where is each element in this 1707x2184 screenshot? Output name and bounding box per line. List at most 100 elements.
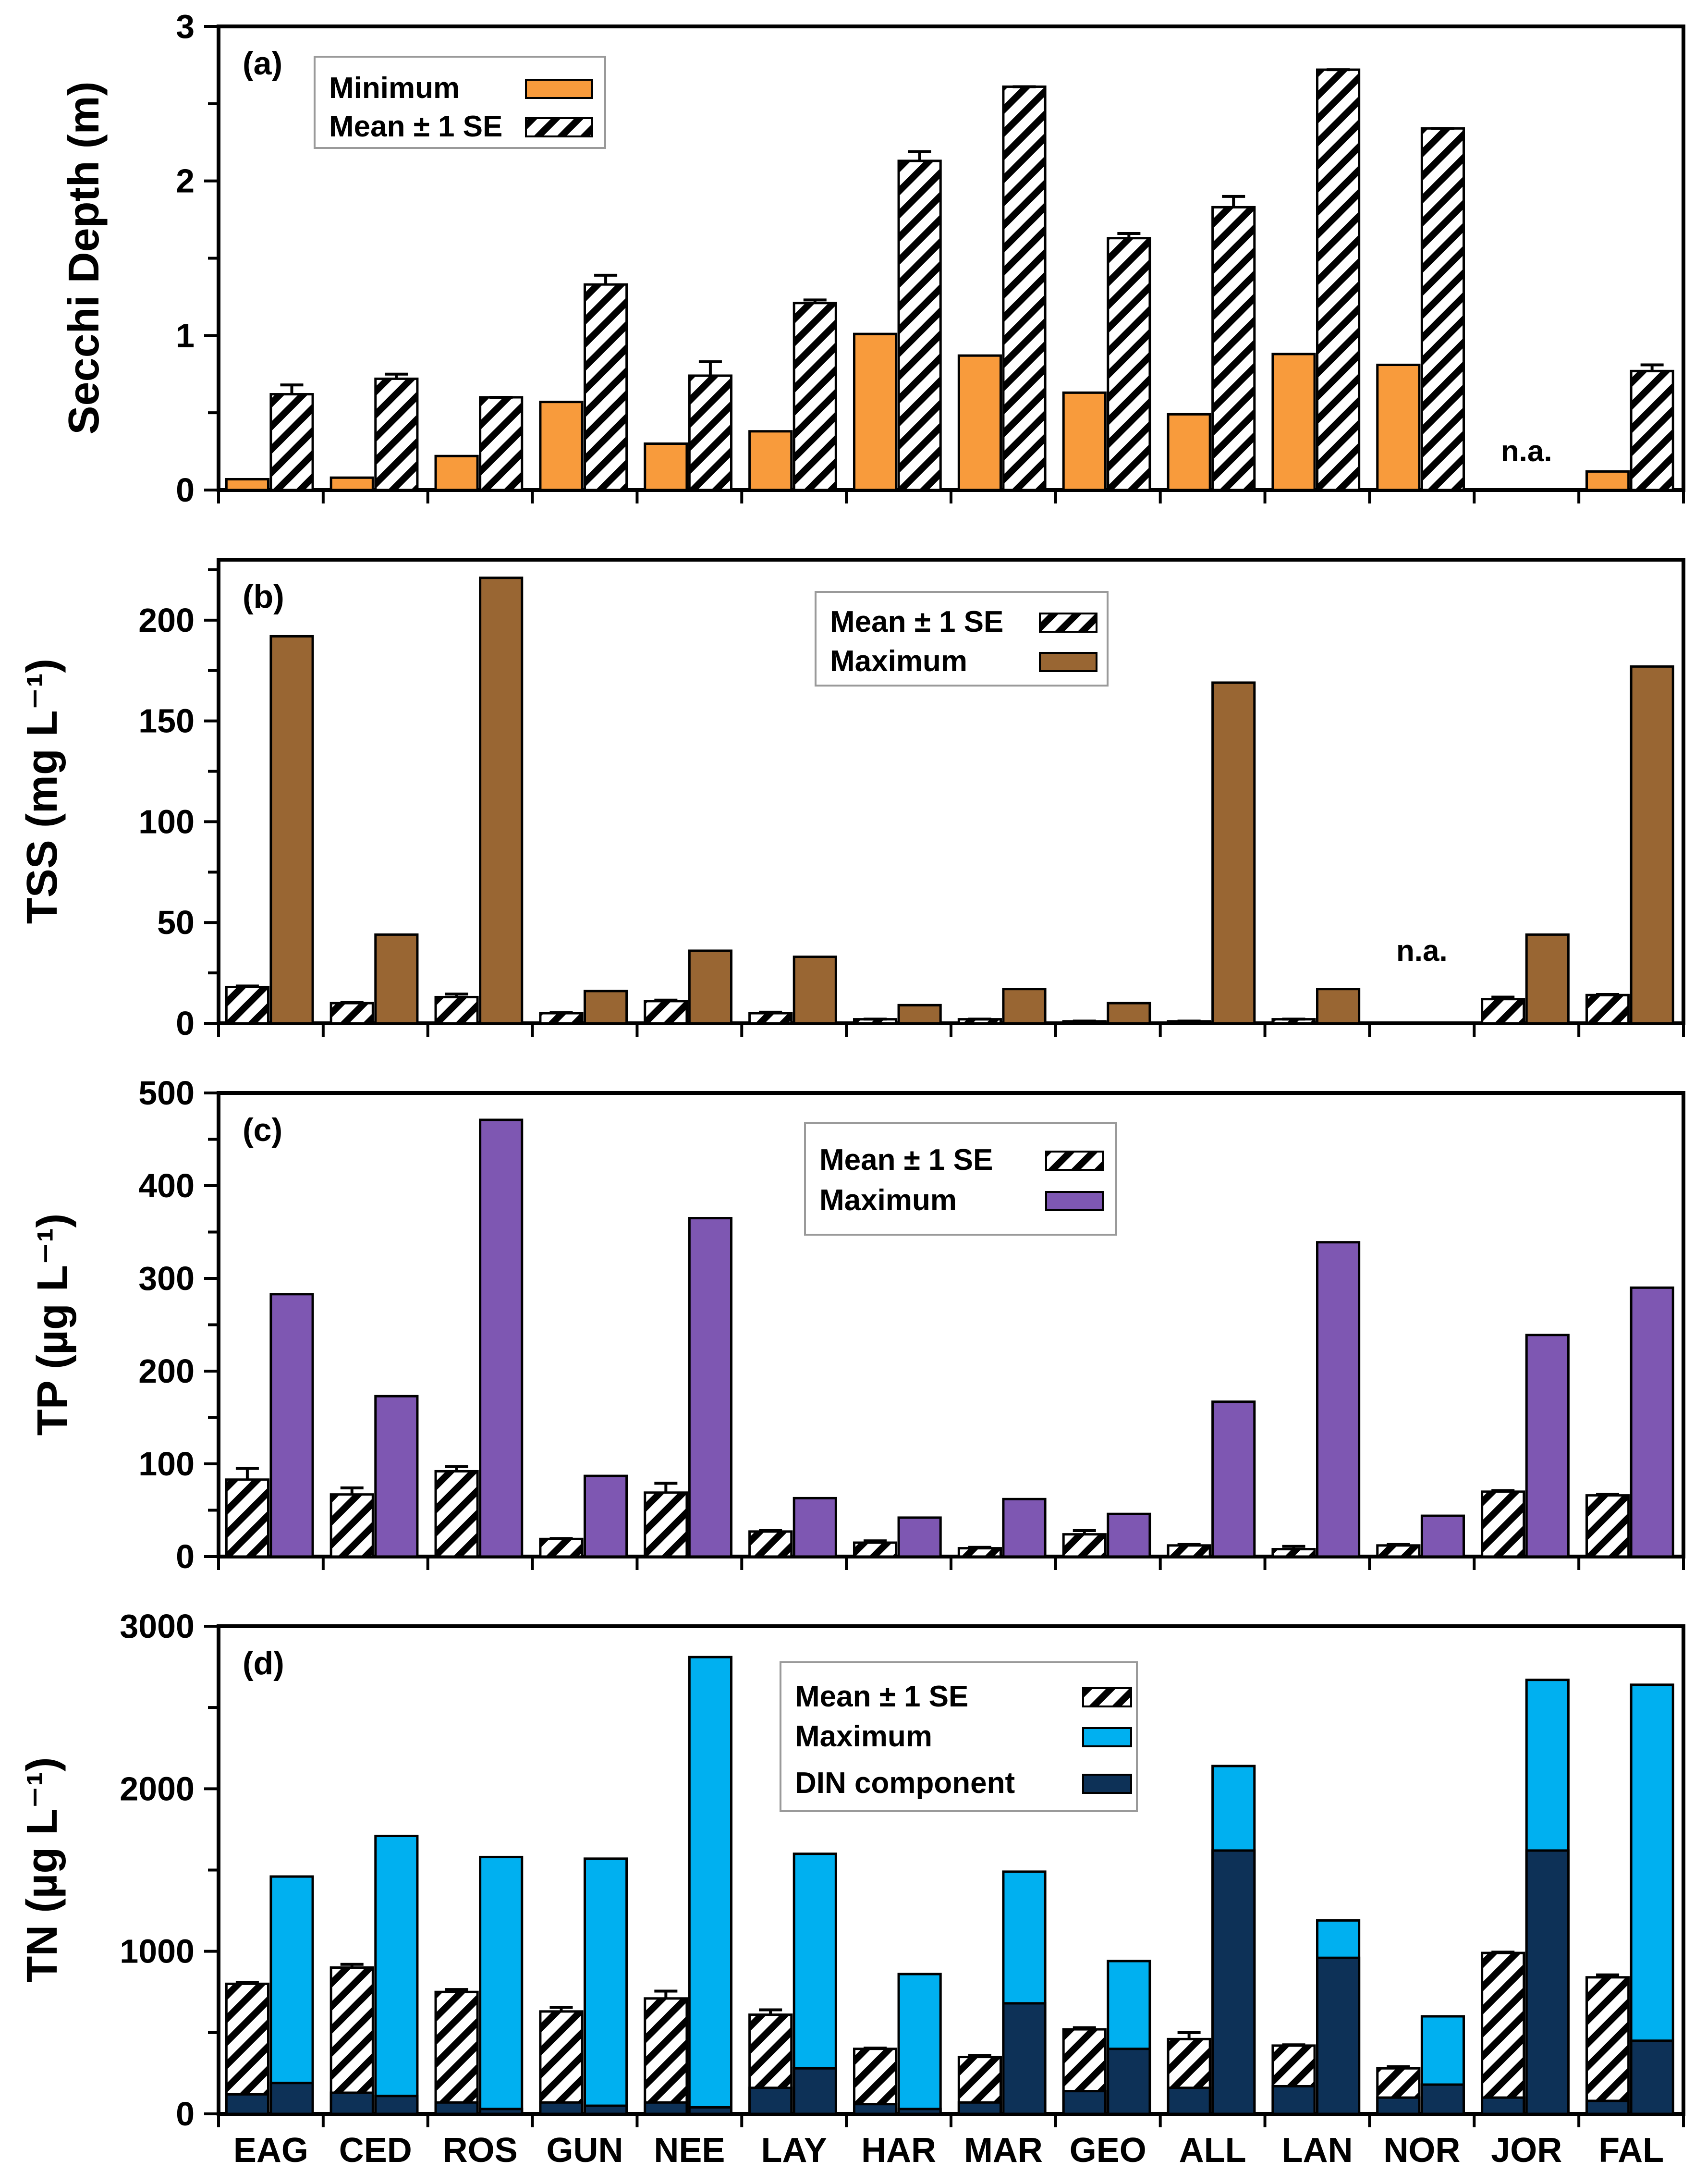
legend-swatch — [1039, 613, 1097, 633]
x-tick-label-nee: NEE — [654, 2131, 725, 2170]
mean-din-bar-all — [1167, 2086, 1211, 2115]
mean-bar-har — [897, 160, 942, 491]
y-tick-label: 1 — [176, 317, 195, 354]
mean-bar-all — [1211, 206, 1256, 491]
legend: Mean ± 1 SE Maximum DIN component — [780, 1661, 1138, 1812]
panel-label: (b) — [243, 578, 284, 615]
not-available-label: n.a. — [1501, 435, 1552, 468]
maximum-bar-ced — [374, 933, 419, 1025]
minimum-bar-fal — [1585, 470, 1630, 491]
y-tick-label: 0 — [176, 2095, 195, 2133]
minimum-bar-nee — [644, 442, 688, 491]
minimum-bar-ros — [434, 454, 479, 491]
mean-din-bar-lan — [1271, 2085, 1316, 2115]
mean-bar-eag — [269, 393, 314, 491]
not-available-label: n.a. — [1396, 934, 1448, 968]
y-tick-label: 500 — [138, 1074, 195, 1112]
panel-a: 0 1 2 3 Secchi Depth (m) (a) n.a. Minimum Mean ±… — [60, 8, 1685, 509]
mean-din-bar-ros — [434, 2101, 479, 2115]
maximum-bar-lan — [1316, 988, 1361, 1025]
mean-bar-ros — [434, 1990, 479, 2115]
mean-din-bar-lay — [748, 2086, 793, 2115]
legend-swatch — [525, 79, 593, 99]
mean-din-bar-har — [853, 2103, 898, 2115]
mean-bar-ced — [374, 377, 419, 491]
maximum-din-bar-gun — [584, 2104, 628, 2115]
maximum-din-bar-eag — [269, 2082, 314, 2115]
mean-din-bar-gun — [539, 2101, 584, 2115]
y-tick-label: 2 — [176, 162, 195, 200]
y-tick-label: 400 — [138, 1167, 195, 1204]
x-tick-label-jor: JOR — [1491, 2131, 1562, 2170]
mean-bar-nor — [1420, 127, 1465, 491]
mean-bar-geo — [1107, 237, 1151, 491]
maximum-bar-eag — [269, 1293, 314, 1558]
y-tick-label: 1000 — [120, 1933, 195, 1970]
legend-label: Mean ± 1 SE — [830, 605, 1003, 638]
panel-label: (a) — [243, 45, 282, 82]
y-tick-label: 300 — [138, 1260, 195, 1297]
maximum-din-bar-mar — [1002, 2002, 1047, 2115]
x-tick-label-gun: GUN — [547, 2131, 623, 2170]
panel-label: (d) — [243, 1645, 284, 1681]
mean-bar-fal — [1630, 369, 1674, 491]
minimum-bar-mar — [957, 354, 1002, 491]
maximum-bar-eag — [269, 635, 314, 1025]
maximum-bar-ced — [374, 1395, 419, 1558]
x-tick-label-mar: MAR — [964, 2131, 1043, 2170]
y-axis-title: TN (µg L⁻¹) — [18, 1757, 66, 1982]
y-tick-label: 0 — [176, 1005, 195, 1042]
maximum-bar-all — [1211, 681, 1256, 1025]
y-axis-title: TSS (mg L⁻¹) — [18, 659, 66, 924]
mean-bar-nee — [688, 374, 733, 491]
y-tick-label: 150 — [138, 702, 195, 740]
legend-label: Mean ± 1 SE — [329, 110, 502, 143]
mean-bar-gun — [584, 283, 628, 491]
legend-swatch — [1039, 652, 1097, 672]
legend: Mean ± 1 SE Maximum — [804, 1122, 1117, 1236]
maximum-bar-jor — [1525, 933, 1570, 1025]
maximum-din-bar-har — [897, 2108, 942, 2115]
minimum-bar-lay — [748, 430, 793, 491]
maximum-bar-gun — [584, 990, 628, 1025]
x-tick-label-eag: EAG — [233, 2131, 308, 2170]
maximum-bar-lay — [793, 1497, 837, 1558]
legend-label: Mean ± 1 SE — [795, 1680, 968, 1713]
x-tick-label-all: ALL — [1179, 2131, 1246, 2170]
minimum-bar-nor — [1376, 363, 1421, 491]
mean-bar-ros — [434, 995, 479, 1025]
mean-bar-fal — [1585, 1494, 1630, 1558]
y-tick-label: 0 — [176, 471, 195, 509]
maximum-bar-eag — [269, 1875, 314, 2115]
mean-din-bar-mar — [957, 2101, 1002, 2115]
maximum-bar-ros — [479, 1855, 524, 2115]
x-tick-label-lay: LAY — [761, 2131, 827, 2170]
maximum-bar-lan — [1316, 1241, 1361, 1558]
panel-c: 0 100 200 300 400 500 TP (µg L⁻¹) (c) Mean ± 1 S… — [29, 1074, 1685, 1575]
maximum-din-bar-fal — [1630, 2039, 1674, 2115]
minimum-bar-all — [1167, 413, 1211, 491]
maximum-bar-jor — [1525, 1334, 1570, 1558]
maximum-din-bar-nor — [1420, 2083, 1465, 2115]
maximum-bar-lay — [793, 956, 837, 1025]
legend-label: Minimum — [329, 72, 460, 105]
mean-bar-jor — [1481, 1951, 1525, 2115]
maximum-bar-mar — [1002, 988, 1047, 1025]
legend-swatch — [525, 117, 593, 137]
legend-label: Mean ± 1 SE — [819, 1143, 993, 1177]
legend-label: Maximum — [830, 645, 967, 678]
maximum-din-bar-jor — [1525, 1849, 1570, 2115]
mean-bar-lay — [748, 1012, 793, 1025]
y-tick-label: 3 — [176, 8, 195, 45]
maximum-din-bar-nee — [688, 2106, 733, 2115]
x-tick-label-fal: FAL — [1598, 2131, 1664, 2170]
maximum-bar-har — [897, 1004, 942, 1025]
mean-bar-gun — [539, 1012, 584, 1025]
mean-bar-fal — [1585, 994, 1630, 1025]
panel-b: 0 50 100 150 200 TSS (mg L⁻¹) (b) n.a. Mean ± 1 … — [18, 558, 1685, 1042]
legend-label: DIN component — [795, 1767, 1015, 1800]
maximum-din-bar-ros — [479, 2108, 524, 2115]
maximum-bar-fal — [1630, 1286, 1674, 1558]
maximum-bar-ced — [374, 1834, 419, 2115]
